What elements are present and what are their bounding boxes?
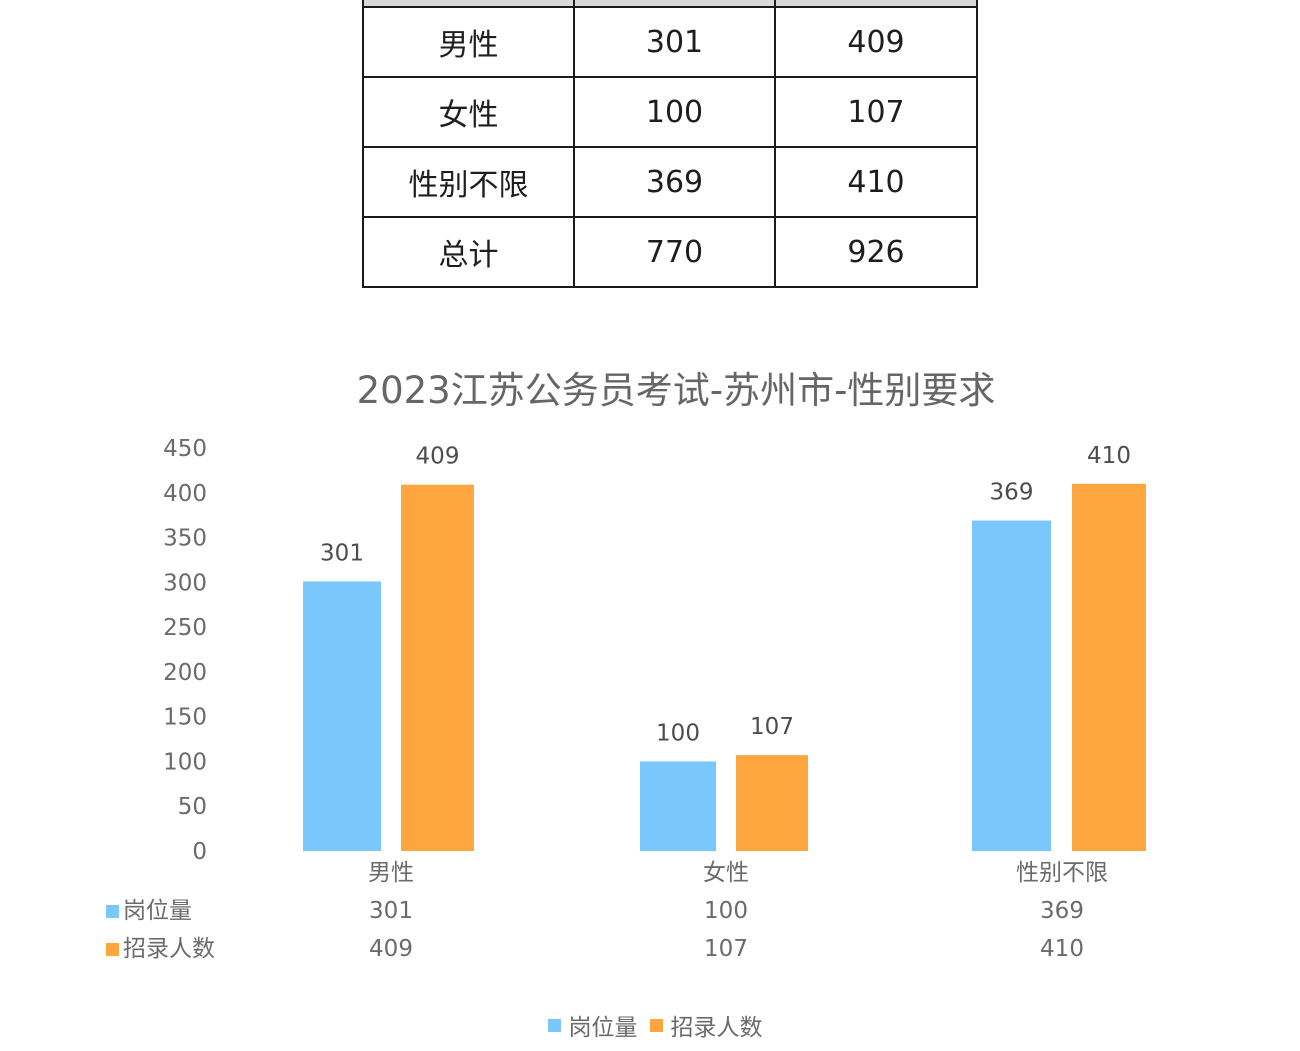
- table-cell: 926: [774, 216, 978, 288]
- data-label: 107: [750, 714, 794, 740]
- y-tick-label: 150: [163, 705, 207, 731]
- table-row: 总计 770 926: [362, 216, 978, 288]
- table-cell: 100: [573, 76, 776, 148]
- legend-swatch: [649, 1018, 663, 1032]
- y-tick-label: 250: [163, 615, 207, 641]
- table-cell: 男性: [362, 6, 575, 78]
- table-row: 女性 100 107: [362, 76, 978, 148]
- table-cell: 性别不限: [362, 146, 575, 218]
- data-table-series-name: 岗位量: [123, 898, 192, 924]
- table-header-cell: [774, 0, 978, 8]
- table-cell: 107: [774, 76, 978, 148]
- legend-label: 岗位量: [568, 1015, 638, 1041]
- bar-chart: 0 50 100 150 200 250 300 350 400 450 301 409 男性 100 10…: [106, 436, 1146, 962]
- legend-item[interactable]: 招录人数: [649, 1008, 763, 1042]
- y-tick-label: 350: [163, 526, 207, 552]
- legend-key-swatch: [106, 943, 119, 956]
- bar-hires: [1072, 483, 1146, 851]
- table-cell: 770: [573, 216, 776, 288]
- data-table-value: 369: [1040, 898, 1084, 924]
- y-tick-label: 450: [163, 436, 207, 462]
- y-tick-label: 400: [163, 481, 207, 507]
- legend-label: 招录人数: [670, 1015, 763, 1041]
- data-table-value: 301: [369, 898, 413, 924]
- data-table-value: 100: [704, 898, 748, 924]
- table-header-cell: [362, 0, 575, 8]
- chart-title: 2023江苏公务员考试-苏州市-性别要求: [356, 369, 996, 412]
- data-table-value: 410: [1040, 936, 1084, 962]
- data-label: 409: [416, 444, 460, 470]
- x-category-label: 性别不限: [1016, 860, 1108, 886]
- table-cell: 409: [774, 6, 978, 78]
- bar-hires: [401, 484, 474, 851]
- y-tick-label: 50: [178, 794, 207, 820]
- legend-key-swatch: [106, 905, 119, 918]
- bar-positions: [640, 761, 716, 851]
- y-tick-label: 200: [163, 660, 207, 686]
- table-cell: 301: [573, 6, 776, 78]
- data-label: 100: [656, 720, 700, 746]
- table-cell: 总计: [362, 216, 575, 288]
- y-tick-label: 0: [192, 839, 207, 865]
- bar-hires: [736, 755, 808, 851]
- chart-legend: 岗位量 招录人数: [0, 1008, 1300, 1042]
- table-row: 性别不限 369 410: [362, 146, 978, 218]
- y-tick-label: 100: [163, 749, 207, 775]
- data-table-series-name: 招录人数: [123, 936, 215, 962]
- x-category-label: 男性: [368, 860, 414, 886]
- x-category-label: 女性: [703, 860, 749, 886]
- table-cell: 女性: [362, 76, 575, 148]
- table-header-row: [362, 0, 978, 8]
- data-table-value: 409: [369, 936, 413, 962]
- bar-positions: [303, 581, 381, 851]
- summary-table: 男性 301 409 女性 100 107 性别不限 369 410 总计 770 926: [362, 0, 978, 288]
- legend-item[interactable]: 岗位量: [547, 1008, 638, 1042]
- data-table-value: 107: [704, 936, 748, 962]
- bar-positions: [972, 520, 1051, 851]
- data-label: 369: [990, 480, 1034, 506]
- legend-swatch: [547, 1018, 561, 1032]
- table-cell: 410: [774, 146, 978, 218]
- y-tick-label: 300: [163, 570, 207, 596]
- table-row: 男性 301 409: [362, 6, 978, 78]
- table-cell: 369: [573, 146, 776, 218]
- data-label: 410: [1087, 443, 1131, 469]
- table-header-cell: [573, 0, 776, 8]
- data-label: 301: [320, 540, 364, 566]
